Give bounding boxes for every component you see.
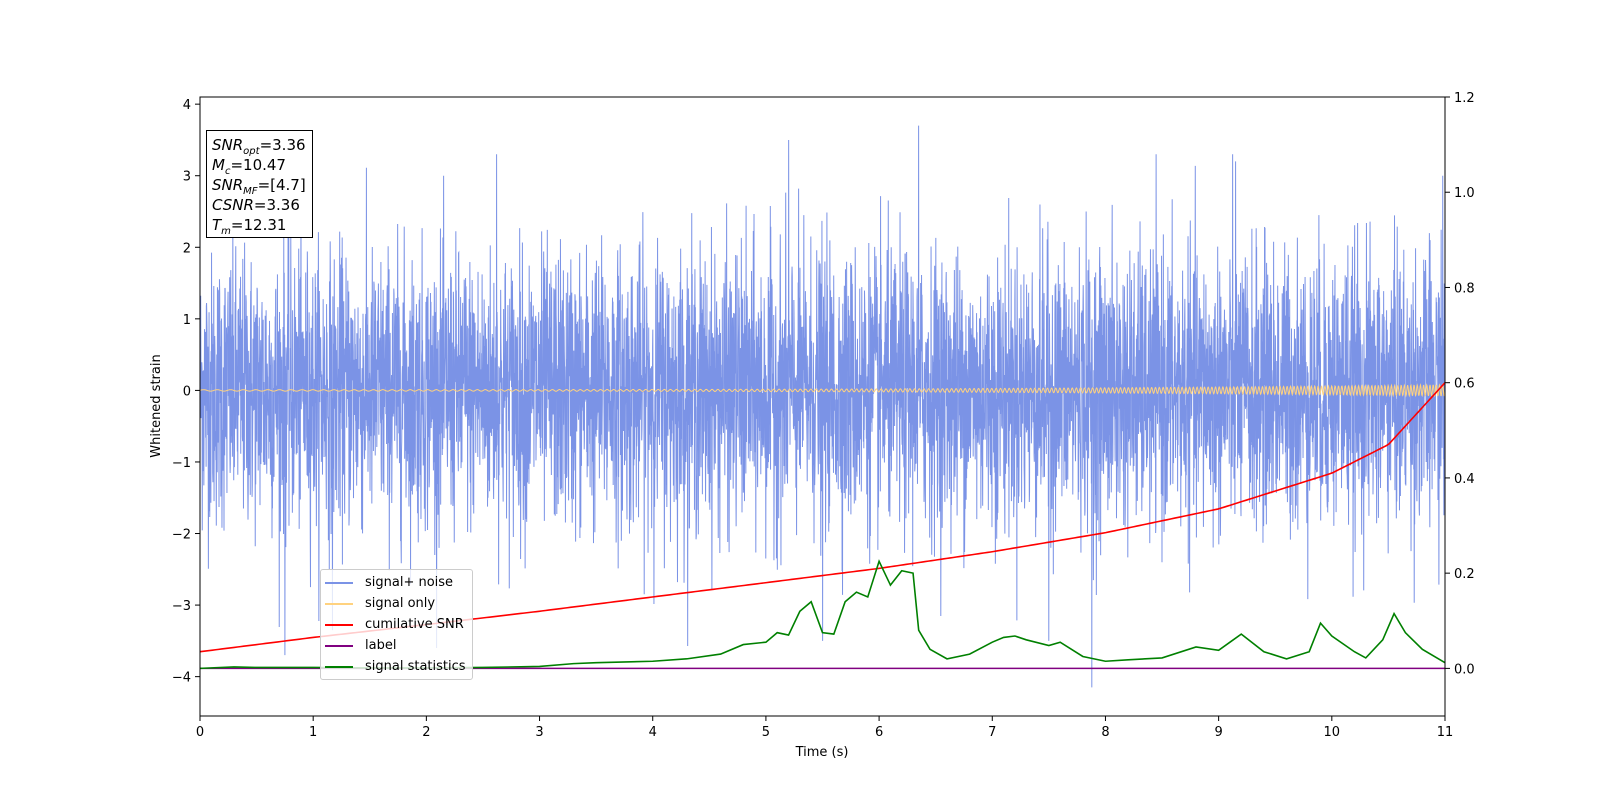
legend: signal+ noise signal only cumilative SNR… — [320, 569, 473, 680]
tm-value: =12.31 — [230, 216, 287, 234]
plot-frame — [199, 96, 1446, 717]
y2-tick-label: 0.4 — [1454, 472, 1475, 487]
snr-opt-label: SNR — [212, 136, 244, 154]
signal-noise-line — [199, 125, 1446, 688]
y2-tick-label: 0.0 — [1454, 662, 1475, 677]
y-tick-label: −2 — [172, 528, 191, 543]
mc-row: Mc=10.47 — [212, 155, 306, 177]
csnr-value: =3.36 — [253, 196, 300, 214]
x-tick-label: 9 — [1214, 725, 1222, 740]
legend-item-cumulative-snr: cumilative SNR — [325, 614, 466, 635]
tm-sub: m — [221, 226, 231, 237]
legend-label-signal-only: signal only — [365, 596, 436, 611]
y-tick-label: 0 — [183, 384, 191, 399]
x-tick-label: 11 — [1437, 725, 1454, 740]
tm-row: Tm=12.31 — [212, 215, 306, 237]
y2-tick-label: 0.2 — [1454, 567, 1475, 582]
legend-item-signal-only: signal only — [325, 593, 466, 614]
y-tick-label: −1 — [172, 456, 191, 471]
legend-swatch-signal-noise — [325, 581, 353, 584]
legend-label-signal-noise: signal+ noise — [365, 575, 454, 590]
y-tick-label: 1 — [183, 313, 191, 328]
csnr-label: CSNR — [212, 196, 254, 214]
x-tick-label: 1 — [309, 725, 317, 740]
x-tick-label: 7 — [988, 725, 996, 740]
x-tick-label: 2 — [422, 725, 430, 740]
y-tick-label: −4 — [172, 671, 191, 686]
legend-label-cumulative-snr: cumilative SNR — [365, 617, 464, 632]
legend-item-signal-noise: signal+ noise — [325, 572, 466, 593]
x-tick-label: 5 — [762, 725, 770, 740]
csnr-row: CSNR=3.36 — [212, 195, 306, 215]
y2-tick-label: 0.6 — [1454, 377, 1475, 392]
y-axis-ticks: 4 3 2 1 0 −1 −2 −3 −4 — [172, 98, 200, 686]
signal-statistics-series — [199, 559, 1446, 670]
signal-noise-series — [199, 125, 1446, 688]
y-tick-label: 3 — [183, 170, 191, 185]
snr-mf-value: =[4.7] — [257, 176, 306, 194]
y2-tick-label: 1.2 — [1454, 91, 1475, 106]
legend-item-signal-statistics: signal statistics — [325, 656, 466, 677]
x-tick-label: 8 — [1101, 725, 1109, 740]
x-tick-label: 10 — [1324, 725, 1341, 740]
x-tick-label: 4 — [649, 725, 657, 740]
legend-label-signal-statistics: signal statistics — [365, 659, 466, 674]
legend-item-label: label — [325, 635, 466, 656]
y2-tick-label: 1.0 — [1454, 186, 1475, 201]
mc-sub: c — [224, 166, 231, 177]
x-axis-ticks: 0 1 2 3 4 5 6 7 8 9 10 11 — [196, 716, 1453, 740]
y2-axis-ticks: 1.2 1.0 0.8 0.6 0.4 0.2 0.0 — [1445, 91, 1475, 677]
x-tick-label: 0 — [196, 725, 204, 740]
snr-mf-sub: MF — [243, 186, 258, 197]
snr-mf-row: SNRMF=[4.7] — [212, 175, 306, 197]
x-axis-label: Time (s) — [795, 745, 849, 760]
x-tick-label: 3 — [535, 725, 543, 740]
x-tick-label: 6 — [875, 725, 883, 740]
legend-swatch-signal-only — [325, 602, 353, 605]
mc-label: M — [212, 156, 225, 174]
legend-label-label: label — [365, 638, 397, 653]
mc-value: =10.47 — [230, 156, 286, 174]
y-tick-label: 2 — [183, 241, 191, 256]
snr-opt-row: SNRopt=3.36 — [212, 135, 306, 157]
tm-label: T — [212, 216, 222, 234]
y-axis-label: Whitened strain — [149, 354, 164, 457]
y2-tick-label: 0.8 — [1454, 281, 1475, 296]
legend-swatch-label — [325, 644, 353, 647]
y-tick-label: 4 — [183, 98, 191, 113]
legend-swatch-signal-statistics — [325, 665, 353, 668]
snr-info-box: SNRopt=3.36 Mc=10.47 SNRMF=[4.7] CSNR=3.… — [206, 130, 313, 238]
legend-swatch-cumulative-snr — [325, 623, 353, 626]
snr-opt-sub: opt — [243, 146, 260, 157]
snr-opt-value: =3.36 — [259, 136, 306, 154]
y-tick-label: −3 — [172, 599, 191, 614]
snr-mf-label: SNR — [212, 176, 244, 194]
signal-only-series — [199, 383, 1446, 398]
